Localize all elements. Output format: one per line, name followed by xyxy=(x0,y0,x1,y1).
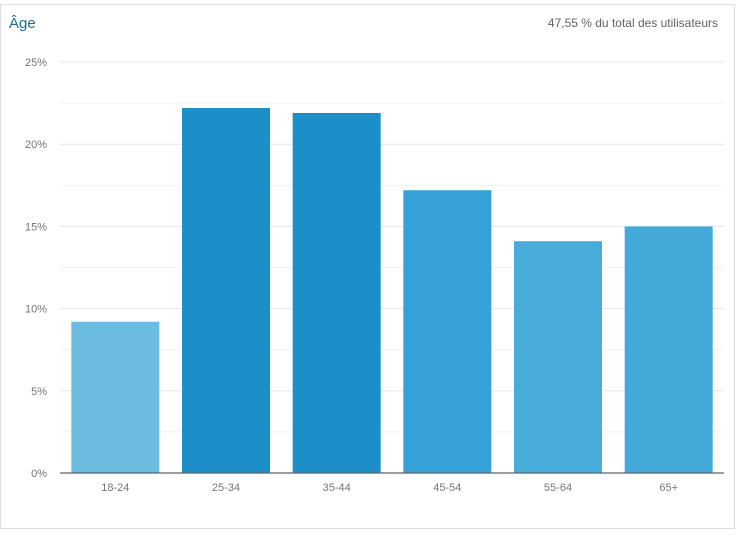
bar-65+[interactable] xyxy=(624,226,713,473)
bar-25-34[interactable] xyxy=(182,108,270,474)
chart-title: Âge xyxy=(9,15,36,32)
total-users-share: 47,55 % du total des utilisateurs xyxy=(547,16,718,30)
x-tick-label: 55-64 xyxy=(544,482,572,494)
x-tick-label: 45-54 xyxy=(433,482,461,494)
y-tick-label: 0% xyxy=(31,468,47,480)
y-tick-label: 10% xyxy=(25,304,47,316)
bar-18-24[interactable] xyxy=(71,321,160,473)
x-tick-label: 65+ xyxy=(659,482,678,494)
y-tick-label: 5% xyxy=(31,386,47,398)
x-tick-label: 25-34 xyxy=(212,482,240,494)
bar-55-64[interactable] xyxy=(514,241,602,473)
y-tick-label: 25% xyxy=(25,57,47,69)
y-tick-label: 20% xyxy=(25,139,47,151)
bar-45-54[interactable] xyxy=(403,190,492,473)
bar-35-44[interactable] xyxy=(292,112,381,474)
x-tick-label: 18-24 xyxy=(101,482,129,494)
y-tick-label: 15% xyxy=(25,221,47,233)
x-tick-label: 35-44 xyxy=(323,482,351,494)
